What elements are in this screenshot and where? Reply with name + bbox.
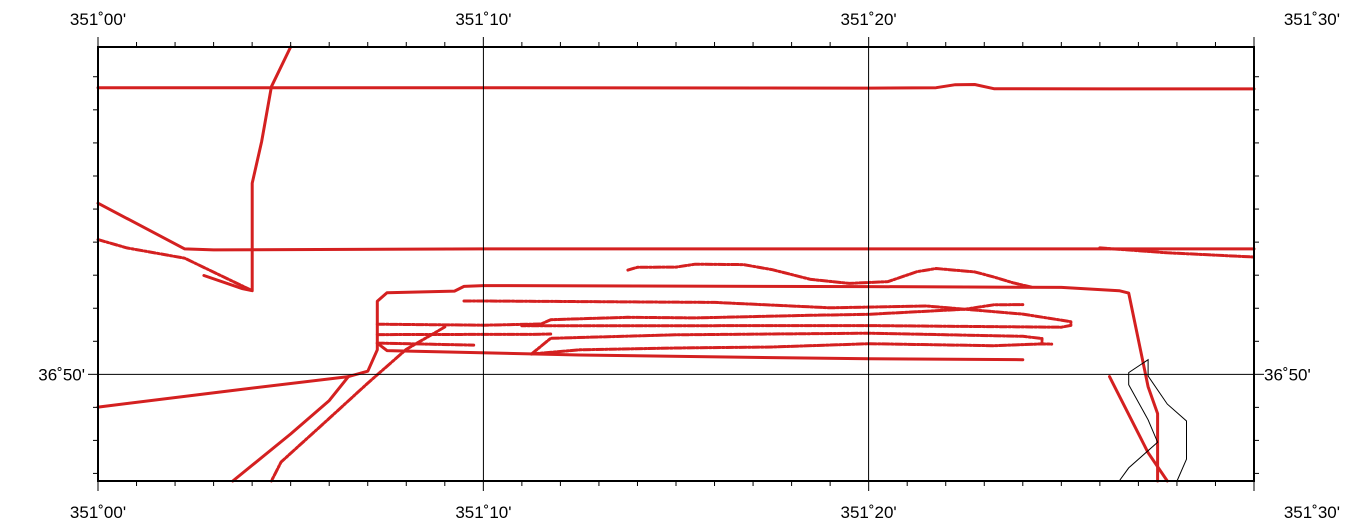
ship-track-8	[375, 303, 1025, 327]
coastline-1	[1118, 358, 1187, 482]
map-frame	[88, 37, 1264, 491]
ship-track-14	[626, 262, 1034, 289]
graticule-labels: 351˚00' 351˚10' 351˚20' 351˚30' 351˚00' 351˚1…	[38, 10, 1340, 522]
ship-track-4	[96, 238, 254, 293]
frame-border	[97, 46, 1255, 482]
ship-track-5	[1098, 246, 1256, 259]
top-lon-label: 351˚20'	[840, 10, 896, 29]
ship-track-10	[375, 341, 476, 347]
gridlines	[98, 47, 1254, 481]
ship-track-11	[530, 342, 1054, 356]
ship-track-13	[375, 341, 1025, 362]
ship-track-3	[202, 45, 293, 293]
ship-track-9	[375, 332, 553, 337]
left-lat-label: 36˚50'	[38, 365, 85, 384]
right-lat-label: 36˚50'	[1264, 365, 1311, 384]
ship-tracks	[96, 45, 1256, 483]
bottom-lon-label: 351˚20'	[840, 503, 896, 522]
ship-track-15	[269, 325, 447, 483]
ship-track-6	[96, 284, 1160, 483]
ship-track-12	[530, 331, 1044, 356]
top-lon-label: 351˚00'	[70, 10, 126, 29]
top-lon-label: 351˚10'	[455, 10, 511, 29]
top-lon-label: 351˚30'	[1284, 10, 1340, 29]
bottom-lon-label: 351˚00'	[70, 503, 126, 522]
coastlines	[1118, 358, 1187, 482]
bottom-lon-label: 351˚10'	[455, 503, 511, 522]
bottom-lon-label: 351˚30'	[1284, 503, 1340, 522]
ship-track-17	[1108, 375, 1169, 483]
ship-track-7	[462, 299, 1073, 329]
ship-track-16	[231, 375, 350, 483]
ship-track-1	[96, 83, 1256, 91]
ship-track-2	[96, 201, 1256, 252]
